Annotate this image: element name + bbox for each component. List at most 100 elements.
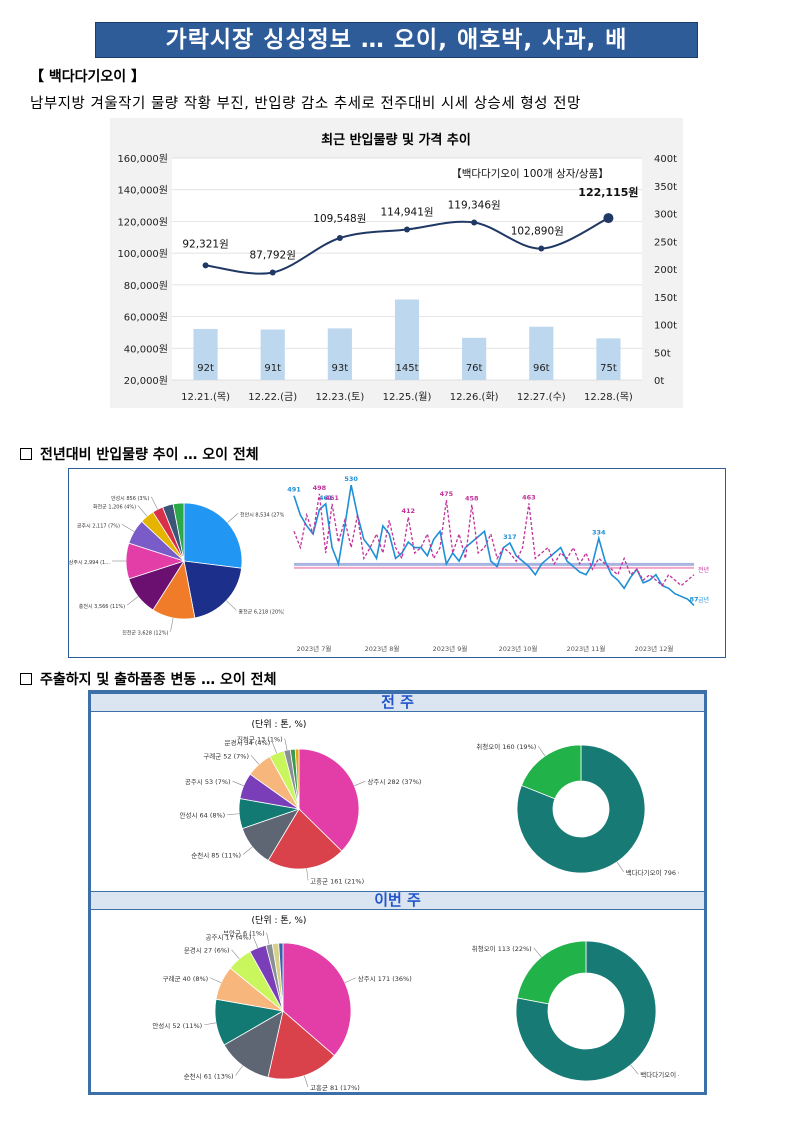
price-label: 87,792원 xyxy=(250,250,296,262)
series-point-label: 334 xyxy=(592,528,606,536)
price-label: 122,115원 xyxy=(578,185,638,199)
shipping-region-panel: 전 주 (단위 : 톤, %) 상주시 282 (37%) 고흥군 161 (21%… xyxy=(88,690,707,1095)
x-axis-tick: 2023년 9월 xyxy=(433,644,468,653)
price-point xyxy=(404,226,410,233)
pie-leader-line xyxy=(344,977,356,984)
week-label-prev: 전 주 xyxy=(381,693,414,711)
volume-bar xyxy=(260,329,285,380)
page-title: 가락시장 싱싱정보 … 오이, 애호박, 사과, 배 xyxy=(165,27,628,53)
pie-slice xyxy=(267,1010,335,1080)
price-label: 102,890원 xyxy=(511,226,564,238)
pie-slice-label: 공주시 17 (4%) xyxy=(206,934,252,942)
pie-slice-label: 백다다기오이 402 (78%) xyxy=(640,1070,679,1079)
pie-slice xyxy=(223,1010,284,1078)
pie-slice-label: 취청오이 113 (22%) xyxy=(472,944,532,953)
week-header-this: 이번 주 xyxy=(91,891,704,910)
series-point-label: 412 xyxy=(401,507,415,515)
volume-bar-label: 92t xyxy=(197,363,214,374)
price-label: 109,548원 xyxy=(313,213,366,225)
pie-slice-label: 백다다기오이 796 (81%) xyxy=(626,868,679,877)
price-volume-chart-panel: 최근 반입물량 및 가격 추이 20,000원 40,000원 60,000원 80,0… xyxy=(110,118,683,408)
x-axis-tick: 2023년 11월 xyxy=(567,644,606,653)
pie-slice-label: 구례군 40 (8%) xyxy=(162,974,208,983)
x-axis-tick: 12.22.(금) xyxy=(248,391,297,403)
price-volume-chart: 최근 반입물량 및 가격 추이 20,000원 40,000원 60,000원 80,0… xyxy=(117,132,677,403)
pie-slice-label: 상주시 2,994 (1... xyxy=(69,559,110,566)
week-label-this: 이번 주 xyxy=(374,891,421,909)
volume-axis-tick: 0t xyxy=(654,376,664,387)
volume-bar xyxy=(529,326,554,380)
price-label: 119,346원 xyxy=(448,199,501,211)
x-axis-tick: 12.28.(목) xyxy=(584,391,633,403)
volume-bar xyxy=(193,328,218,380)
pie-leader-line xyxy=(616,861,624,873)
price-axis-tick: 60,000원 xyxy=(124,312,168,324)
page-title-banner: 가락시장 싱싱정보 … 오이, 애호박, 사과, 배 xyxy=(95,22,698,58)
pie-slice xyxy=(282,942,352,1057)
pie-leader-line xyxy=(284,738,288,751)
pie-slice xyxy=(278,942,284,1012)
pie-slice-label: 충천시 3,566 (11%) xyxy=(79,603,125,610)
price-point xyxy=(336,235,343,242)
x-axis-tick: 12.23.(토) xyxy=(315,392,364,403)
pie-slice-label: 부안군 6 (1%) xyxy=(223,929,265,938)
pie-leader-line xyxy=(306,868,309,881)
volume-axis-tick: 50t xyxy=(654,348,671,359)
pie-slice-label: 취청오이 160 (19%) xyxy=(476,742,536,751)
volume-bar xyxy=(394,299,420,380)
pie-leader-line xyxy=(266,932,270,945)
checkbox-square-icon xyxy=(20,673,32,685)
previous-year-line xyxy=(293,493,695,587)
volume-axis-tick: 150t xyxy=(654,293,677,304)
volume-bar xyxy=(327,328,352,380)
pie-slice-label: 순천시 61 (13%) xyxy=(184,1071,234,1080)
yoy-volume-line-chart: 2023년 7월 2023년 8월 2023년 9월 2023년 10월 2023년 1… xyxy=(287,475,709,653)
price-point xyxy=(538,245,545,252)
pie-slice-label: 고흥군 81 (17%) xyxy=(310,1083,360,1092)
series-point-label: 317 xyxy=(503,533,517,541)
pie-leader-line xyxy=(242,846,253,855)
price-axis-tick: 40,000원 xyxy=(124,343,168,355)
series-point-label: 461 xyxy=(325,494,339,502)
series-legend-label: 금년 xyxy=(698,596,709,604)
x-axis-tick: 12.26.(화) xyxy=(450,391,499,403)
pie-leader-line xyxy=(126,596,139,606)
pie-leader-line xyxy=(210,977,222,984)
chart-note: 【백다다기오이 100개 상자/상품】 xyxy=(451,168,609,180)
price-point xyxy=(471,219,478,226)
volume-bar-label: 76t xyxy=(466,363,483,374)
series-point-label: 461 xyxy=(319,494,333,502)
pie-slice-label: 순천시 85 (11%) xyxy=(191,850,241,859)
chart-title: 최근 반입물량 및 가격 추이 xyxy=(321,132,471,148)
pie-leader-line xyxy=(630,1064,639,1075)
pie-slice xyxy=(172,502,185,562)
pie-leader-line xyxy=(271,742,277,754)
x-axis-tick: 12.21.(목) xyxy=(181,391,230,403)
series-point-label: 87 xyxy=(689,595,698,603)
pie-slice-label: 문경시 27 (6%) xyxy=(184,946,230,955)
yoy-volume-panel: 천안시 8,534 (27%) 홍천군 6,218 (20%) 진천군 3,628 … xyxy=(68,468,726,658)
volume-bar-label: 93t xyxy=(332,363,349,374)
pie-slice xyxy=(520,744,582,800)
pie-leader-line xyxy=(232,780,244,787)
price-axis-tick: 140,000원 xyxy=(117,185,168,197)
volume-bar-label: 75t xyxy=(600,363,617,374)
pie-leader-line xyxy=(151,496,158,510)
section-yoy-volume-title: 전년대비 반입물량 추이 … 오이 전체 xyxy=(40,447,259,463)
series-point-label: 463 xyxy=(522,493,536,501)
checkbox-square-icon xyxy=(20,448,32,460)
volume-axis-tick: 350t xyxy=(654,182,677,193)
x-axis-tick: 12.27.(수) xyxy=(517,391,566,403)
volume-axis-tick: 400t xyxy=(654,154,677,165)
pie-slice xyxy=(516,744,646,874)
pie-slice-label: 공주시 53 (7%) xyxy=(185,778,231,786)
pie-slice-label: 상주시 171 (36%) xyxy=(358,974,412,983)
prev-week-region-pie: (단위 : 톤, %) 상주시 282 (37%) 고흥군 161 (21%) 순천시… xyxy=(179,719,679,885)
market-outlook-text: 남부지방 겨울작기 물량 작황 부진, 반입량 감소 추세로 전주대비 시세 상… xyxy=(30,96,581,112)
price-axis-tick: 160,000원 xyxy=(117,153,168,165)
pie-leader-line xyxy=(538,745,546,757)
pie-leader-line xyxy=(250,755,260,765)
volume-axis-tick: 100t xyxy=(654,321,677,332)
series-point-label: 475 xyxy=(440,490,454,498)
pie-slice-label: 천안시 8,534 (27%) xyxy=(240,511,284,518)
